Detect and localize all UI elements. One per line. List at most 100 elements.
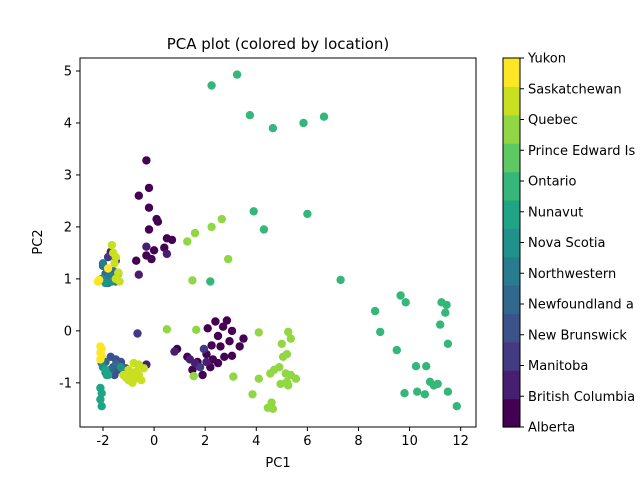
colorbar-label: Yukon [527,52,566,67]
x-tick-label: 12 [452,434,469,449]
data-point-alberta [213,331,223,341]
data-point-nunavut [103,370,113,380]
data-point-ontario [400,389,409,398]
colorbar-segment [503,143,520,173]
plot-frame [79,57,477,428]
colorbar-label: British Columbia [528,390,635,405]
data-point-ontario [422,362,431,371]
data-point-alberta [211,317,220,326]
x-tick-label: -2 [97,434,110,449]
data-point-yukon [96,355,105,364]
data-point-alberta [213,358,223,368]
data-point-quebec [248,390,257,399]
data-point-ontario [413,387,422,396]
data-point-ontario [245,111,255,120]
colorbar-label: Saskatchewan [528,82,622,97]
y-tick-label: 0 [64,324,72,339]
data-point-ontario [299,118,308,128]
x-axis: -2 0 2 4 6 8 10 12 [97,427,469,449]
data-point-quebec [162,325,172,334]
y-axis-label: PC2 [31,229,46,254]
colorbar-segment [503,370,520,400]
data-point-alberta [218,322,228,331]
y-tick-label: 5 [64,64,72,79]
data-point-quebec [254,374,263,383]
data-point-alberta [227,326,237,336]
data-point-alberta [225,337,234,346]
data-point-alberta [207,341,216,350]
data-point-nova-scotia [101,278,110,288]
data-point-ontario [392,345,401,355]
colorbar-segment [503,86,520,116]
data-point-alberta [144,183,154,193]
data-point-quebec [207,222,216,232]
data-point-ontario [336,275,345,285]
data-point-british-columbia [202,357,211,367]
data-point-ontario [401,298,410,307]
colorbar-segment [503,114,520,144]
data-point-yukon [103,264,113,273]
data-point-alberta [239,334,248,343]
data-point-ontario [411,362,421,371]
data-point-nunavut [97,389,106,398]
colorbar-segment [503,285,520,315]
data-point-yukon [93,277,103,286]
x-tick-label: 4 [252,434,260,449]
data-point-saskatchewan [137,376,146,385]
data-point-british-columbia [170,347,179,356]
colorbar-segment [503,341,520,371]
data-point-alberta [167,235,177,245]
colorbar-label: Nunavut [528,205,583,220]
data-point-alberta [147,254,156,264]
y-axis: -1 0 1 2 3 4 5 [59,64,80,391]
data-point-quebec [190,228,200,238]
colorbar-label: New Brunswick [528,328,627,343]
data-point-ontario [452,402,461,411]
x-tick-label: 6 [303,434,311,449]
data-point-quebec [188,276,197,285]
data-point-alberta [198,370,207,380]
colorbar: Alberta British Columbia Manitoba New Bruns… [502,52,635,436]
data-point-ontario [376,327,385,337]
data-point-ontario [232,70,242,79]
data-point-quebec [278,352,288,361]
data-point-manitoba [199,344,209,354]
y-tick-label: 4 [64,116,72,131]
x-tick-label: 0 [150,434,158,449]
points-layer [93,70,461,413]
data-point-ontario [441,308,450,317]
data-point-alberta [153,217,163,226]
colorbar-label: Alberta [528,421,575,436]
colorbar-segment [503,398,520,428]
colorbar-label: Ontario [528,175,576,190]
colorbar-segment [503,58,520,87]
data-point-alberta [144,203,154,212]
data-point-quebec [277,339,286,348]
y-tick-label: 1 [64,272,72,287]
colorbar-label: Prince Edward Is [528,144,635,159]
chart-title: PCA plot (colored by location) [167,35,390,53]
data-point-british-columbia [142,242,151,251]
data-point-quebec [286,334,295,343]
data-point-nova-scotia [116,363,126,372]
data-point-ontario [206,277,215,286]
data-point-quebec [275,363,284,372]
data-point-alberta [220,352,229,361]
data-point-saskatchewan [107,240,117,250]
data-point-ontario [443,387,453,396]
colorbar-segment [503,256,520,286]
data-point-saskatchewan [139,364,149,373]
data-point-alberta [222,316,232,325]
data-point-nunavut [97,402,106,411]
y-tick-label: -1 [59,376,72,391]
data-point-quebec [254,328,263,337]
data-point-manitoba [195,363,205,372]
data-point-quebec [291,374,301,383]
data-point-ontario [303,209,312,219]
data-point-ontario [396,291,405,300]
data-point-alberta [144,225,154,234]
data-point-alberta [132,256,141,265]
data-point-ontario [259,225,269,234]
data-point-saskatchewan [132,367,141,376]
